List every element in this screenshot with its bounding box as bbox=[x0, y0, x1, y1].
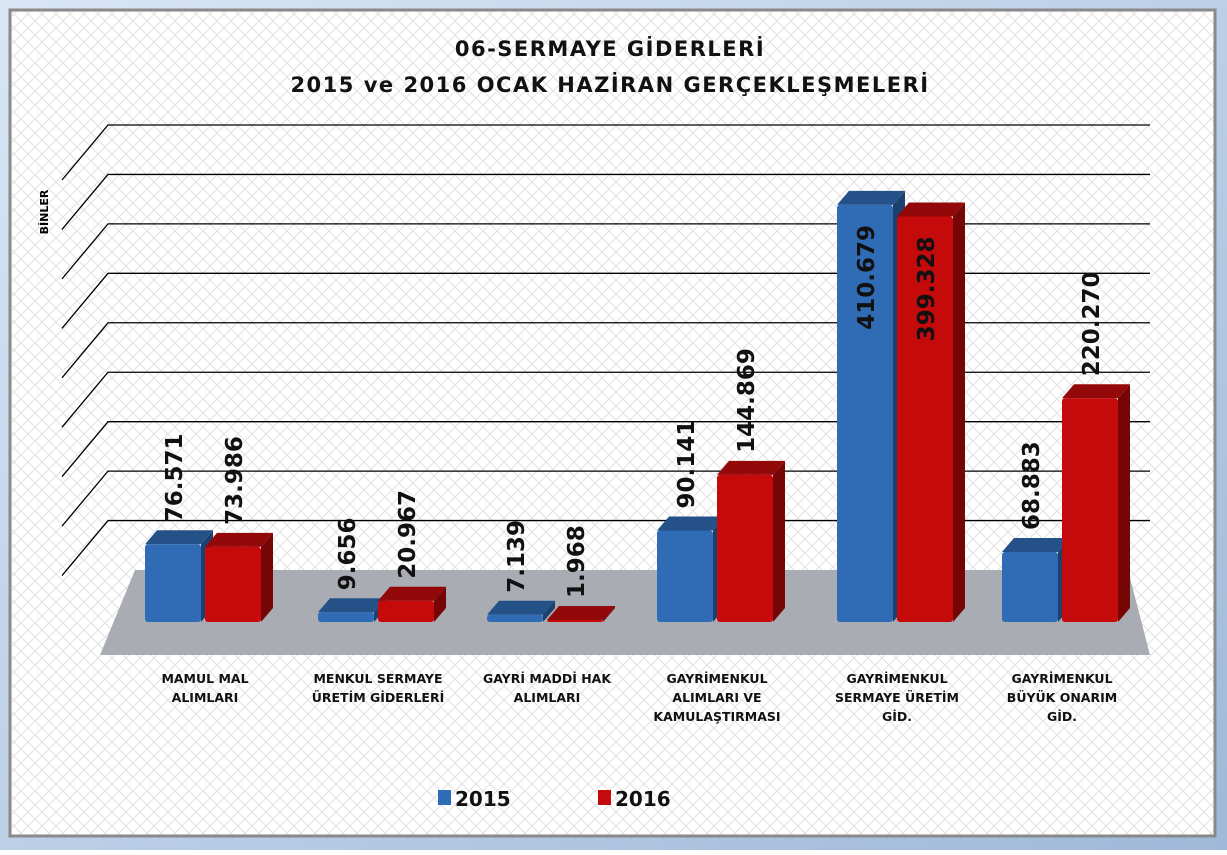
y-axis-label: BİNLER bbox=[37, 189, 51, 234]
value-label: 144.869 bbox=[734, 348, 760, 453]
bar-top bbox=[897, 202, 965, 217]
chart-subtitle: 2015 ve 2016 OCAK HAZİRAN GERÇEKLEŞMELER… bbox=[290, 72, 929, 97]
bar-top bbox=[145, 530, 213, 545]
bar bbox=[717, 474, 773, 622]
value-label: 20.967 bbox=[395, 490, 421, 579]
value-label: 76.571 bbox=[162, 433, 188, 522]
legend-label: 2016 bbox=[615, 787, 671, 811]
x-tick-label: GAYRİMENKUL ALIMLARI VE KAMULAŞTIRMASI bbox=[653, 671, 780, 724]
chart-title: 06-SERMAYE GİDERLERİ bbox=[455, 36, 765, 61]
bar bbox=[487, 614, 543, 622]
grid-line bbox=[61, 421, 1150, 478]
bar-top bbox=[1062, 384, 1130, 399]
value-label: 68.883 bbox=[1019, 441, 1045, 530]
bar-top bbox=[1002, 538, 1070, 553]
bar bbox=[1062, 398, 1118, 622]
x-tick-label: GAYRİMENKUL BÜYÜK ONARIM GİD. bbox=[1007, 671, 1117, 724]
labels: 76.571 73.986 MAMUL MAL ALIMLARI 9.656 20.967… bbox=[161, 225, 1117, 811]
value-label: 90.141 bbox=[674, 420, 700, 509]
bar-side bbox=[603, 606, 615, 622]
bar-top bbox=[378, 586, 446, 601]
value-label: 410.679 bbox=[854, 225, 880, 330]
bar-side bbox=[1118, 384, 1130, 622]
bar-top bbox=[717, 460, 785, 475]
legend-label: 2015 bbox=[455, 787, 511, 811]
grid-line bbox=[61, 173, 1150, 230]
bar bbox=[205, 546, 261, 622]
bar bbox=[145, 544, 201, 622]
value-label: 220.270 bbox=[1079, 272, 1105, 377]
bar-side bbox=[434, 586, 446, 622]
value-label: 7.139 bbox=[504, 520, 530, 593]
x-tick-label: GAYRİMENKUL SERMAYE ÜRETİM GİD. bbox=[835, 671, 959, 724]
bar bbox=[378, 600, 434, 622]
grid-line bbox=[61, 272, 1150, 329]
bar-top bbox=[657, 516, 725, 531]
grid-line bbox=[61, 519, 1150, 576]
bar bbox=[657, 530, 713, 622]
bar bbox=[318, 612, 374, 622]
grid-line bbox=[61, 371, 1150, 428]
legend-swatch bbox=[598, 790, 611, 805]
grid-line bbox=[61, 223, 1150, 280]
plot-background bbox=[8, 8, 1217, 838]
bar-top bbox=[547, 606, 615, 621]
grid bbox=[61, 124, 1150, 576]
bar-side bbox=[543, 600, 555, 622]
bar bbox=[897, 216, 953, 622]
x-tick-label: MAMUL MAL ALIMLARI bbox=[161, 671, 248, 705]
legend-swatch bbox=[438, 790, 451, 805]
bar-top bbox=[318, 598, 386, 613]
bar bbox=[547, 620, 603, 622]
bar-side bbox=[261, 532, 273, 622]
bar bbox=[1002, 552, 1058, 622]
x-tick-label: GAYRİ MADDİ HAK ALIMLARI bbox=[483, 671, 612, 705]
bar-side bbox=[953, 202, 965, 622]
bar-top bbox=[837, 190, 905, 205]
bar-side bbox=[773, 460, 785, 622]
bars bbox=[145, 190, 1130, 622]
grid-line bbox=[61, 322, 1150, 379]
value-label: 73.986 bbox=[222, 436, 248, 525]
grid-line bbox=[61, 124, 1150, 181]
bar-top bbox=[205, 532, 273, 547]
x-tick-label: MENKUL SERMAYE ÜRETİM GİDERLERİ bbox=[312, 671, 445, 705]
value-label: 1.968 bbox=[564, 525, 590, 598]
value-label: 399.328 bbox=[914, 236, 940, 341]
grid-line bbox=[61, 470, 1150, 527]
value-label: 9.656 bbox=[335, 517, 361, 590]
bar-top bbox=[487, 600, 555, 615]
bar bbox=[837, 204, 893, 622]
